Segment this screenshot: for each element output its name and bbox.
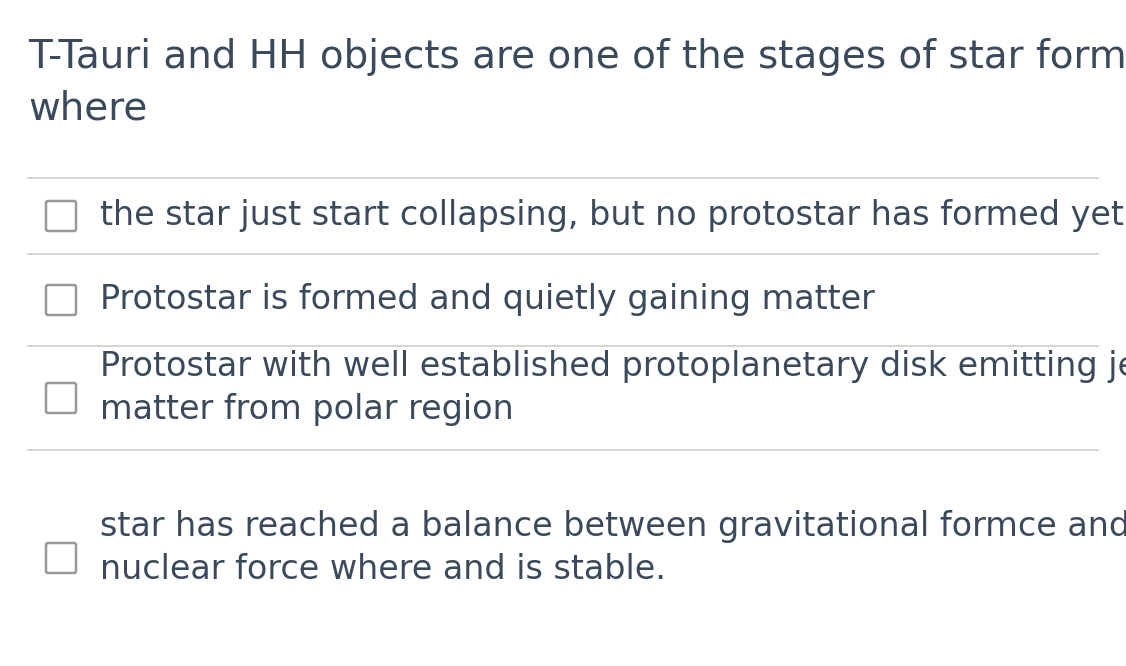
Text: where: where <box>28 90 148 128</box>
FancyBboxPatch shape <box>46 383 75 413</box>
Text: star has reached a balance between gravitational formce and
nuclear force where : star has reached a balance between gravi… <box>100 509 1126 586</box>
Text: Protostar with well established protoplanetary disk emitting jets of
matter from: Protostar with well established protopla… <box>100 350 1126 426</box>
Text: T-Tauri and HH objects are one of the stages of star formation: T-Tauri and HH objects are one of the st… <box>28 38 1126 76</box>
FancyBboxPatch shape <box>46 201 75 231</box>
FancyBboxPatch shape <box>46 285 75 315</box>
Text: the star just start collapsing, but no protostar has formed yet: the star just start collapsing, but no p… <box>100 200 1124 232</box>
Text: Protostar is formed and quietly gaining matter: Protostar is formed and quietly gaining … <box>100 284 875 316</box>
FancyBboxPatch shape <box>46 543 75 573</box>
